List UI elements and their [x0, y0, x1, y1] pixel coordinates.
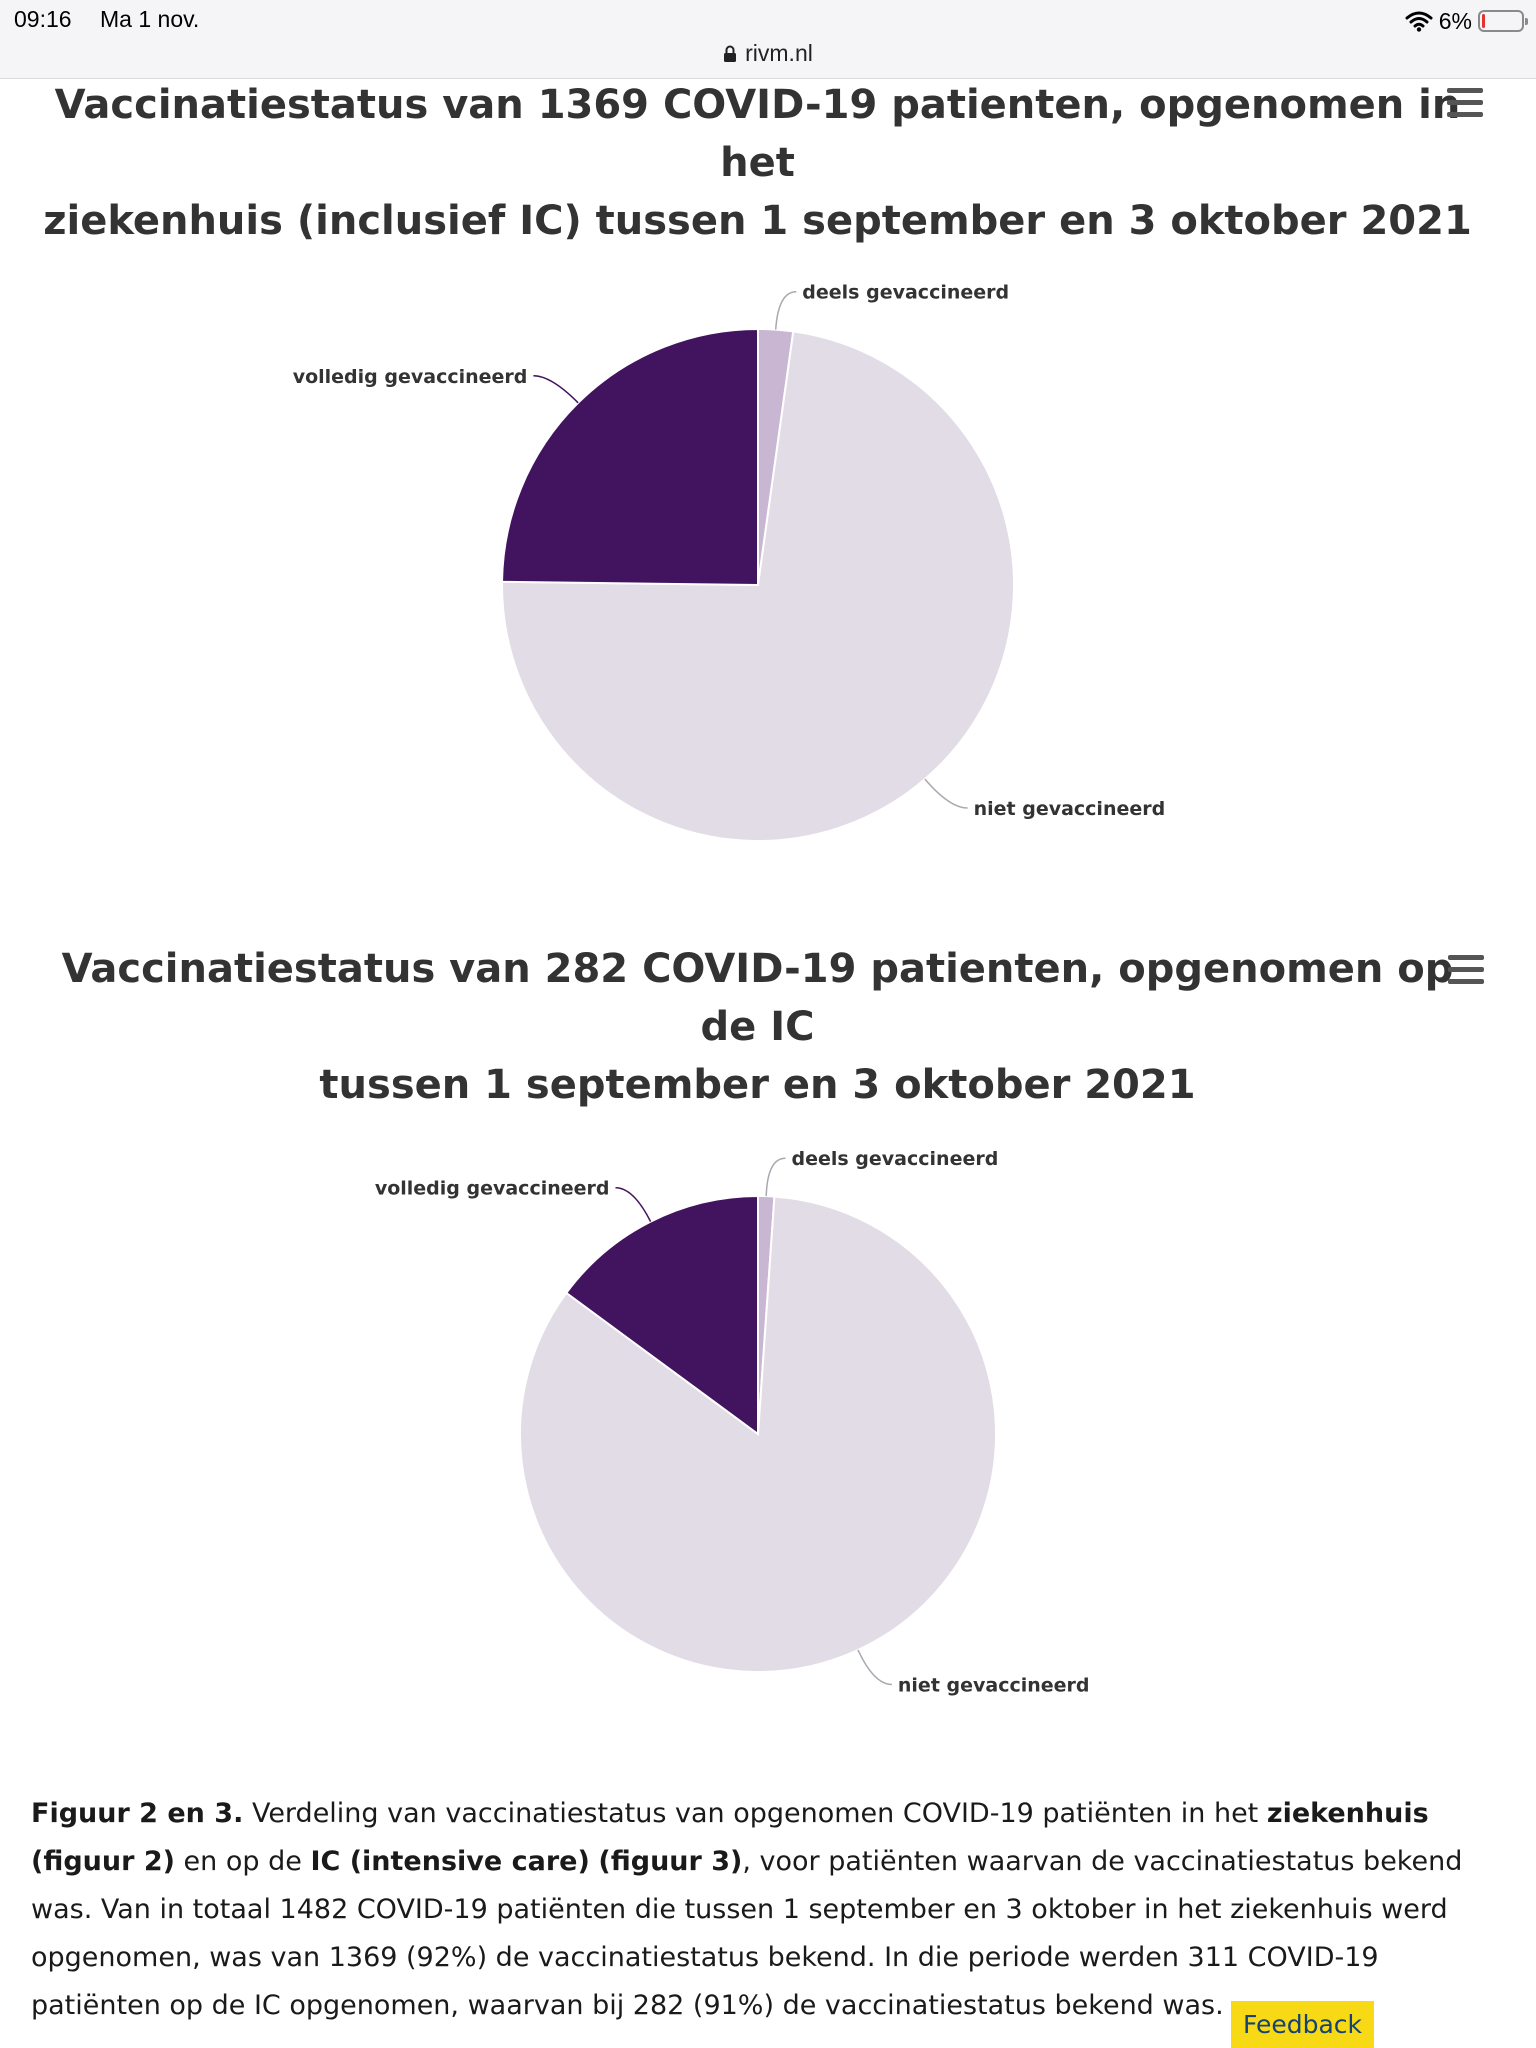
chart-1-slice-volledig-gevaccineerd[interactable]	[501, 327, 759, 587]
chart-1-connector-volledig-gevaccineerd	[533, 375, 579, 404]
caption-lead: Figuur 2 en 3.	[31, 1798, 244, 1829]
chart-1-connector-niet-gevaccineerd	[924, 778, 968, 809]
caption-bold: ziekenhuis	[1266, 1798, 1429, 1829]
caption-bold: (figuur 3)	[598, 1846, 743, 1877]
chart-1-title-line1: Vaccinatiestatus van 1369 COVID-19 patie…	[54, 82, 1461, 186]
chart-2-label-niet-gevaccineerd: niet gevaccineerd	[898, 1675, 1090, 1697]
caption-bold: IC (intensive care)	[310, 1846, 590, 1877]
chart-2-title-line2: tussen 1 september en 3 oktober 2021	[319, 1062, 1196, 1108]
caption-text: , voor patiënten waarvan de vaccinatiest…	[31, 1846, 1463, 2021]
chart-1-label-deels-gevaccineerd: deels gevaccineerd	[802, 282, 1009, 304]
chart-2-connector-niet-gevaccineerd	[857, 1649, 892, 1686]
url-text: rivm.nl	[745, 40, 813, 66]
chart-2-title-line1: Vaccinatiestatus van 282 COVID-19 patien…	[61, 946, 1454, 1050]
status-right: 6%	[1405, 4, 1528, 38]
chart-2-connector-deels-gevaccineerd	[765, 1157, 786, 1197]
chart-2-connector-volledig-gevaccineerd	[615, 1186, 652, 1222]
wifi-icon	[1405, 11, 1433, 32]
status-date: Ma 1 nov.	[100, 6, 200, 32]
caption-text: en op de	[174, 1846, 311, 1877]
browser-status-bar: 09:16 Ma 1 nov. 6% rivm.nl	[0, 0, 1536, 79]
chart-2-label-deels-gevaccineerd: deels gevaccineerd	[792, 1148, 999, 1170]
chart-1-title: Vaccinatiestatus van 1369 COVID-19 patie…	[40, 76, 1475, 250]
status-time: 09:16	[14, 6, 72, 32]
lock-icon	[724, 45, 737, 62]
chart-1-label-niet-gevaccineerd: niet gevaccineerd	[974, 798, 1166, 820]
battery-icon	[1478, 10, 1528, 32]
caption-bold: (figuur 2)	[31, 1846, 175, 1877]
battery-percentage: 6%	[1438, 7, 1472, 34]
chart-1-slice-niet-gevaccineerd[interactable]	[501, 330, 1015, 842]
feedback-button[interactable]: Feedback	[1231, 2001, 1374, 2048]
chart-1-pie: deels gevaccineerd niet gevaccineerd volle…	[293, 282, 1166, 842]
chart-2-menu-icon[interactable]	[1448, 955, 1484, 985]
caption-text: Verdeling van vaccinatiestatus van opgen…	[243, 1798, 1267, 1829]
figure-caption: Figuur 2 en 3. Verdeling van vaccinaties…	[31, 1790, 1501, 2030]
chart-1-menu-icon[interactable]	[1447, 88, 1483, 118]
chart-2-pie: deels gevaccineerd niet gevaccineerd volle…	[375, 1148, 1090, 1697]
chart-1-title-line2: ziekenhuis (inclusief IC) tussen 1 septe…	[43, 198, 1472, 244]
chart-2-title: Vaccinatiestatus van 282 COVID-19 patien…	[40, 940, 1475, 1114]
chart-2-slice-volledig-gevaccineerd[interactable]	[564, 1194, 759, 1436]
chart-1-label-volledig-gevaccineerd: volledig gevaccineerd	[293, 366, 528, 388]
chart-1-connector-deels-gevaccineerd	[774, 290, 797, 330]
chart-2-label-volledig-gevaccineerd: volledig gevaccineerd	[375, 1178, 610, 1200]
url-bar[interactable]: rivm.nl	[0, 40, 1536, 67]
